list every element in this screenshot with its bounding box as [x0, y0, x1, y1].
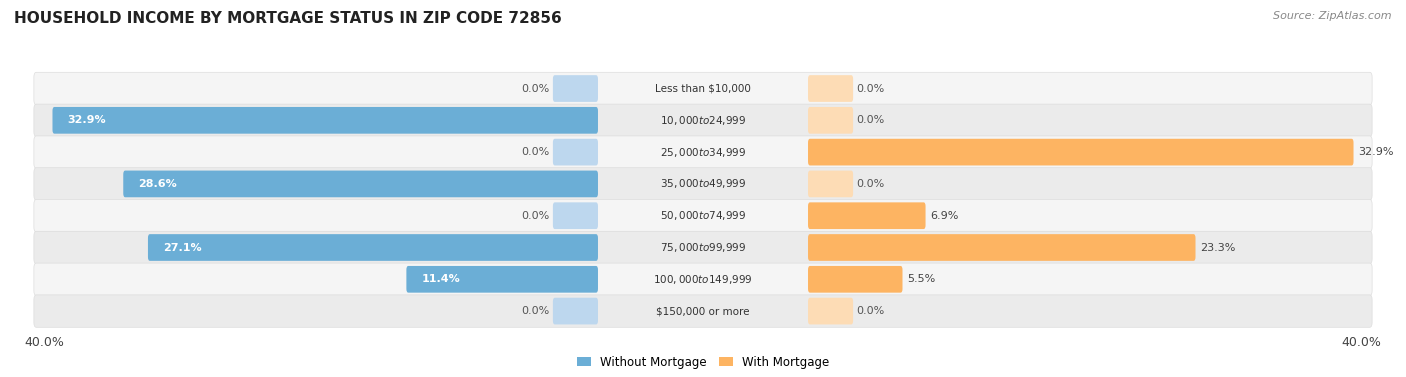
FancyBboxPatch shape — [148, 234, 598, 261]
Text: $75,000 to $99,999: $75,000 to $99,999 — [659, 241, 747, 254]
FancyBboxPatch shape — [553, 202, 598, 229]
Text: 32.9%: 32.9% — [1358, 147, 1393, 157]
FancyBboxPatch shape — [52, 107, 598, 134]
Text: $50,000 to $74,999: $50,000 to $74,999 — [659, 209, 747, 222]
Text: 0.0%: 0.0% — [856, 115, 884, 125]
FancyBboxPatch shape — [808, 75, 853, 102]
Text: 23.3%: 23.3% — [1201, 242, 1236, 253]
Text: $10,000 to $24,999: $10,000 to $24,999 — [659, 114, 747, 127]
FancyBboxPatch shape — [34, 231, 1372, 264]
Text: 0.0%: 0.0% — [522, 147, 550, 157]
Text: Source: ZipAtlas.com: Source: ZipAtlas.com — [1274, 11, 1392, 21]
FancyBboxPatch shape — [34, 136, 1372, 169]
FancyBboxPatch shape — [808, 298, 853, 325]
Text: 28.6%: 28.6% — [138, 179, 177, 189]
FancyBboxPatch shape — [34, 295, 1372, 327]
Text: $25,000 to $34,999: $25,000 to $34,999 — [659, 146, 747, 159]
FancyBboxPatch shape — [553, 298, 598, 325]
FancyBboxPatch shape — [808, 170, 853, 197]
FancyBboxPatch shape — [808, 202, 925, 229]
Text: $35,000 to $49,999: $35,000 to $49,999 — [659, 178, 747, 190]
Text: 5.5%: 5.5% — [907, 274, 935, 284]
Text: $150,000 or more: $150,000 or more — [657, 306, 749, 316]
Legend: Without Mortgage, With Mortgage: Without Mortgage, With Mortgage — [572, 351, 834, 373]
Text: 0.0%: 0.0% — [522, 84, 550, 93]
FancyBboxPatch shape — [553, 139, 598, 166]
FancyBboxPatch shape — [808, 234, 1195, 261]
Text: 11.4%: 11.4% — [422, 274, 460, 284]
Text: 32.9%: 32.9% — [67, 115, 107, 125]
Text: 0.0%: 0.0% — [522, 306, 550, 316]
FancyBboxPatch shape — [406, 266, 598, 293]
Text: HOUSEHOLD INCOME BY MORTGAGE STATUS IN ZIP CODE 72856: HOUSEHOLD INCOME BY MORTGAGE STATUS IN Z… — [14, 11, 562, 26]
FancyBboxPatch shape — [808, 139, 1354, 166]
Text: 6.9%: 6.9% — [931, 211, 959, 221]
FancyBboxPatch shape — [34, 263, 1372, 296]
Text: 0.0%: 0.0% — [856, 306, 884, 316]
FancyBboxPatch shape — [124, 170, 598, 197]
FancyBboxPatch shape — [808, 107, 853, 134]
Text: 0.0%: 0.0% — [856, 179, 884, 189]
FancyBboxPatch shape — [34, 168, 1372, 200]
Text: Less than $10,000: Less than $10,000 — [655, 84, 751, 93]
FancyBboxPatch shape — [808, 266, 903, 293]
Text: 0.0%: 0.0% — [856, 84, 884, 93]
Text: $100,000 to $149,999: $100,000 to $149,999 — [654, 273, 752, 286]
Text: 0.0%: 0.0% — [522, 211, 550, 221]
FancyBboxPatch shape — [34, 72, 1372, 105]
Text: 27.1%: 27.1% — [163, 242, 201, 253]
FancyBboxPatch shape — [553, 75, 598, 102]
FancyBboxPatch shape — [34, 199, 1372, 232]
FancyBboxPatch shape — [34, 104, 1372, 136]
